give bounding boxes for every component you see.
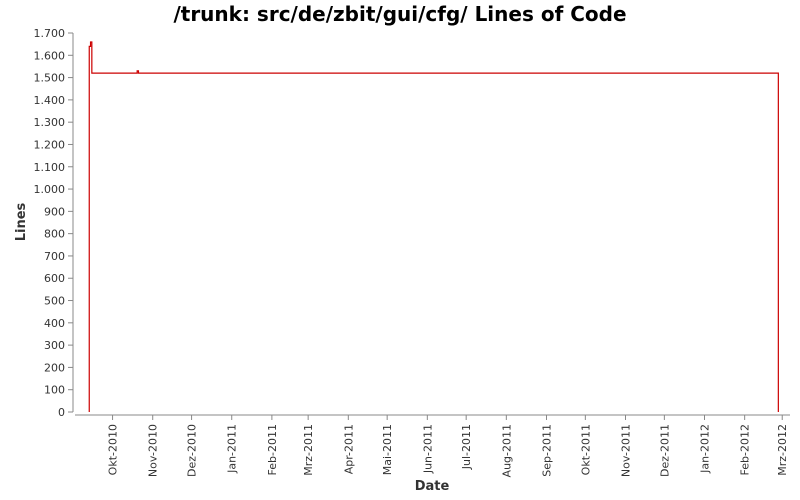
y-tick-label: 1.000 — [34, 183, 66, 196]
x-tick-label: Okt-2010 — [107, 424, 120, 475]
y-tick-label: 500 — [44, 295, 65, 308]
x-axis-ticks: Okt-2010 Nov-2010 Dez-2010 Jan-2011 Feb-2011… — [107, 415, 789, 477]
y-tick-label: 1.500 — [34, 72, 66, 85]
x-tick-label: Nov-2010 — [147, 424, 160, 477]
x-tick-label: Dez-2010 — [186, 424, 199, 477]
x-tick-label: Mrz-2011 — [302, 424, 315, 476]
y-tick-label: 700 — [44, 250, 65, 263]
chart-title: /trunk: src/de/zbit/gui/cfg/ Lines of Co… — [173, 2, 626, 26]
y-tick-label: 800 — [44, 228, 65, 241]
y-tick-label: 1.700 — [34, 27, 66, 40]
y-tick-label: 900 — [44, 205, 65, 218]
x-tick-label: Feb-2011 — [266, 424, 279, 475]
x-tick-label: Okt-2011 — [579, 424, 592, 475]
y-tick-label: 200 — [44, 361, 65, 374]
plot-area — [75, 33, 790, 412]
y-tick-label: 1.400 — [34, 94, 66, 107]
x-tick-label: Nov-2011 — [619, 424, 632, 477]
x-tick-label: Apr-2011 — [342, 424, 355, 474]
y-tick-label: 1.200 — [34, 138, 66, 151]
x-tick-label: Jul-2011 — [460, 424, 473, 470]
y-tick-label: 1.600 — [34, 49, 66, 62]
x-tick-label: Jan-2012 — [699, 424, 712, 474]
x-tick-label: Feb-2012 — [739, 424, 752, 475]
y-axis-label: Lines — [14, 202, 29, 241]
y-tick-label: 1.300 — [34, 116, 66, 129]
x-tick-label: Aug-2011 — [500, 424, 513, 477]
series-line — [88, 41, 779, 412]
series-layer — [88, 41, 779, 412]
x-tick-label: Jan-2011 — [226, 424, 239, 474]
x-tick-label: Jun-2011 — [421, 424, 434, 474]
y-axis-ticks: 0 100 200 300 400 500 600 700 800 900 1.000 1.100 1.… — [34, 27, 73, 419]
y-tick-label: 0 — [58, 406, 65, 419]
y-tick-label: 300 — [44, 339, 65, 352]
y-tick-label: 100 — [44, 384, 65, 397]
y-tick-label: 1.100 — [34, 161, 66, 174]
y-tick-label: 600 — [44, 272, 65, 285]
x-tick-label: Mrz-2012 — [776, 424, 789, 476]
y-tick-label: 400 — [44, 317, 65, 330]
x-tick-label: Sep-2011 — [540, 424, 553, 477]
x-tick-label: Dez-2011 — [658, 424, 671, 477]
x-tick-label: Mai-2011 — [381, 424, 394, 475]
x-axis-label: Date — [415, 479, 450, 494]
